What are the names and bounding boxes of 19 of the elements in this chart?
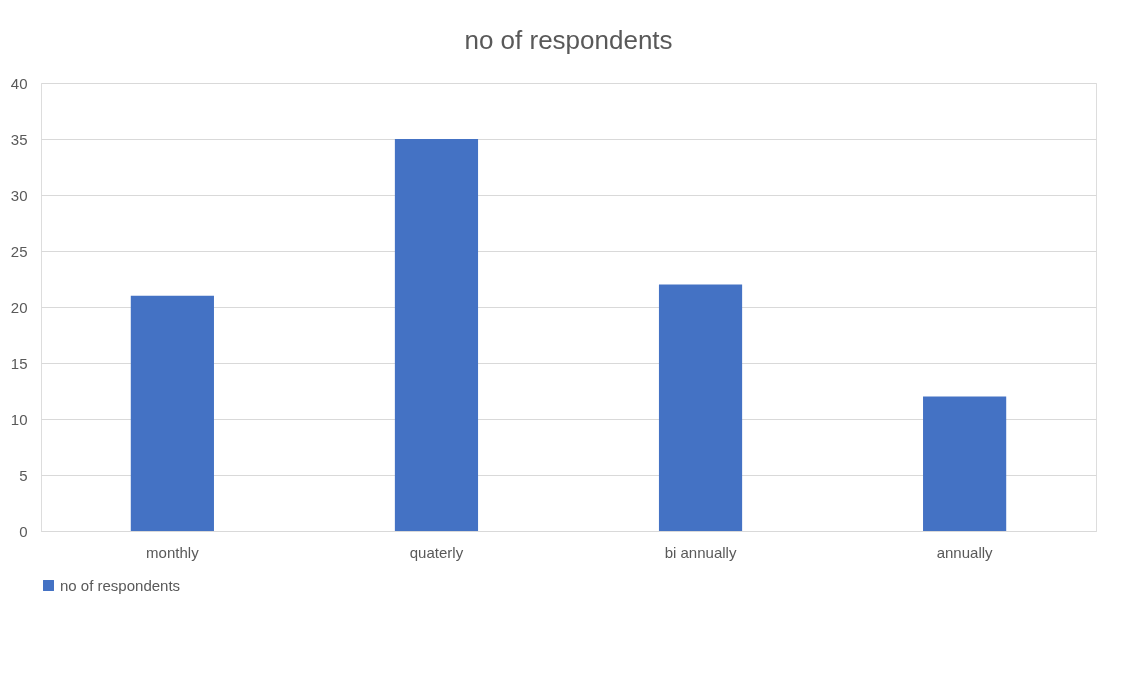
y-tick-label: 5 — [19, 466, 28, 484]
y-tick-label: 35 — [10, 130, 28, 148]
x-tick-label: annually — [936, 543, 994, 561]
legend-label: no of respondents — [60, 576, 181, 594]
bar — [923, 396, 1007, 531]
bar — [130, 295, 214, 531]
bar — [658, 284, 743, 531]
y-tick-label: 40 — [10, 74, 28, 92]
y-tick-label: 30 — [10, 186, 28, 204]
y-tick-label: 0 — [19, 522, 28, 540]
x-tick-label: monthly — [146, 543, 200, 561]
x-tick-label: bi annually — [664, 543, 737, 561]
y-tick-label: 20 — [10, 298, 28, 316]
y-tick-label: 15 — [10, 354, 28, 372]
x-tick-label: quaterly — [409, 543, 464, 561]
chart-title: no of respondents — [464, 25, 673, 55]
y-tick-label: 25 — [10, 242, 28, 260]
y-tick-label: 10 — [10, 410, 28, 428]
bar — [394, 139, 479, 531]
